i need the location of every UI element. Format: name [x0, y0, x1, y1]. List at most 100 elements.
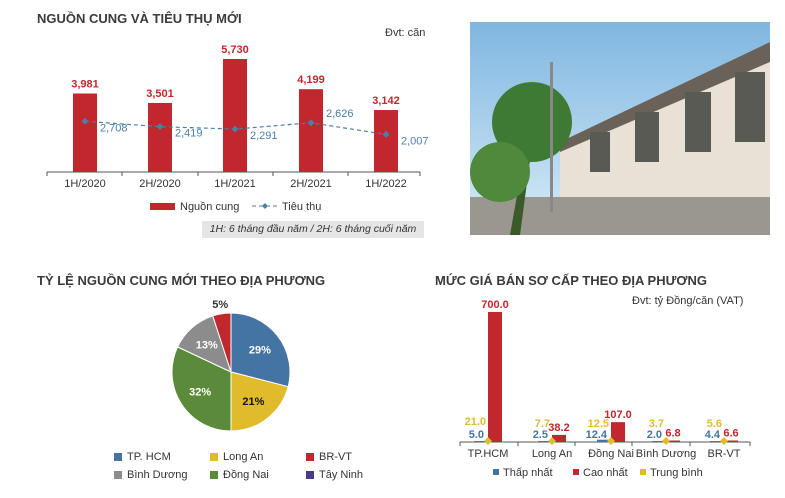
min-price-bar [597, 439, 611, 442]
supply-bar [73, 93, 97, 172]
legend-swatch [210, 453, 218, 461]
legend-swatch [114, 453, 122, 461]
consumption-label: 2,419 [175, 128, 203, 140]
pie-slice [230, 312, 291, 388]
category-label: TP.HCM [468, 448, 509, 460]
legend-label: Thấp nhất [503, 467, 553, 479]
chart1-note: 1H: 6 tháng đầu năm / 2H: 6 tháng cuối n… [202, 221, 424, 238]
consumption-label: 2,291 [250, 130, 278, 142]
supply-bar [374, 110, 398, 172]
category-label: Long An [532, 448, 572, 460]
consumption-point [382, 130, 390, 138]
legend-label: Long An [223, 451, 264, 463]
legend-swatch [640, 469, 646, 475]
consumption-label: 2,626 [326, 108, 354, 120]
legend-point-consumption [262, 203, 268, 209]
supply-label: 3,981 [71, 78, 99, 90]
pie-legend-item: Long An [210, 451, 263, 463]
min-price-label: 2.5 [533, 429, 548, 441]
legend-label: BR-VT [319, 451, 352, 463]
pie-legend-item: Đồng Nai [210, 469, 269, 481]
pie-legend-item: TP. HCM [114, 451, 171, 463]
max-price-bar [611, 422, 625, 442]
legend-swatch-supply [150, 203, 175, 210]
avg-price-label: 21.0 [465, 416, 486, 428]
category-label: BR-VT [708, 448, 741, 460]
category-label: 2H/2020 [139, 178, 181, 190]
townhouse-photo [470, 22, 770, 235]
legend-label: Bình Dương [127, 469, 188, 481]
avg-price-label: 3.7 [649, 418, 664, 430]
consumption-point [81, 117, 89, 125]
max-price-bar [724, 440, 738, 442]
pie-label: 13% [196, 340, 218, 352]
min-price-bar [652, 441, 666, 442]
category-label: Bình Dương [636, 448, 696, 460]
legend-swatch [306, 471, 314, 479]
max-price-label: 38.2 [548, 422, 569, 434]
pie-label: 32% [189, 387, 211, 399]
category-label: Đồng Nai [588, 448, 634, 460]
category-label: 1H/2022 [365, 178, 407, 190]
chart1-unit: Đvt: căn [385, 27, 426, 39]
pie-slice [171, 346, 232, 432]
consumption-point [307, 119, 315, 127]
supply-label: 4,199 [297, 74, 325, 86]
chart3-unit: Đvt: tỷ Đồng/căn (VAT) [632, 295, 744, 307]
legend-supply: Nguồn cung [180, 201, 239, 213]
category-label: 1H/2021 [214, 178, 256, 190]
legend-label: TP. HCM [127, 451, 171, 463]
max-price-bar [666, 440, 680, 442]
max-price-bar [488, 312, 502, 442]
legend-swatch [306, 453, 314, 461]
avg-price-point [607, 437, 615, 445]
legend-swatch [210, 471, 218, 479]
supply-bar [299, 89, 323, 172]
legend-label: Cao nhất [583, 467, 628, 479]
max-price-label: 6.6 [723, 428, 738, 440]
consumption-point [156, 123, 164, 131]
max-price-bar [552, 434, 566, 442]
avg-price-point [662, 437, 670, 445]
pie-slice [212, 312, 232, 373]
supply-label: 3,501 [146, 88, 174, 100]
supply-label: 5,730 [221, 44, 249, 56]
legend-swatch [493, 469, 499, 475]
chart3-title: MỨC GIÁ BÁN SƠ CẤP THEO ĐỊA PHƯƠNG [435, 273, 707, 288]
legend-consumption: Tiêu thụ [282, 201, 321, 213]
pie-legend-item: BR-VT [306, 451, 352, 463]
avg-price-label: 5.6 [707, 418, 722, 430]
pie-legend-item: Bình Dương [114, 469, 187, 481]
supply-bar [223, 59, 247, 172]
avg-price-label: 12.5 [588, 418, 609, 430]
min-price-label: 2.0 [647, 429, 662, 441]
pie-label: 5% [212, 299, 228, 311]
supply-bar [148, 102, 172, 172]
category-label: 2H/2021 [290, 178, 332, 190]
category-label: 1H/2020 [64, 178, 106, 190]
avg-price-point [484, 437, 492, 445]
supply-label: 3,142 [372, 95, 400, 107]
min-price-bar [474, 441, 488, 442]
min-price-bar [538, 441, 552, 442]
min-price-label: 5.0 [469, 429, 484, 441]
chart1-title: NGUỒN CUNG VÀ TIÊU THỤ MỚI [37, 11, 242, 26]
max-price-label: 700.0 [481, 299, 509, 311]
consumption-point [231, 125, 239, 133]
legend-label: Trung bình [650, 467, 703, 479]
consumption-label: 2,007 [401, 135, 429, 147]
avg-price-label: 7.7 [535, 418, 550, 430]
min-price-label: 12.4 [586, 429, 608, 441]
avg-price-point [548, 437, 556, 445]
legend-label: Tây Ninh [319, 469, 364, 481]
max-price-label: 107.0 [604, 409, 632, 421]
min-price-bar [710, 441, 724, 442]
consumption-label: 2,708 [100, 122, 128, 134]
chart2-title: TỶ LỆ NGUỒN CUNG MỚI THEO ĐỊA PHƯƠNG [37, 273, 326, 288]
legend-label: Đồng Nai [223, 469, 269, 481]
avg-price-point [720, 437, 728, 445]
pie-label: 21% [242, 396, 264, 408]
legend-swatch [114, 471, 122, 479]
min-price-label: 4.4 [705, 429, 721, 441]
